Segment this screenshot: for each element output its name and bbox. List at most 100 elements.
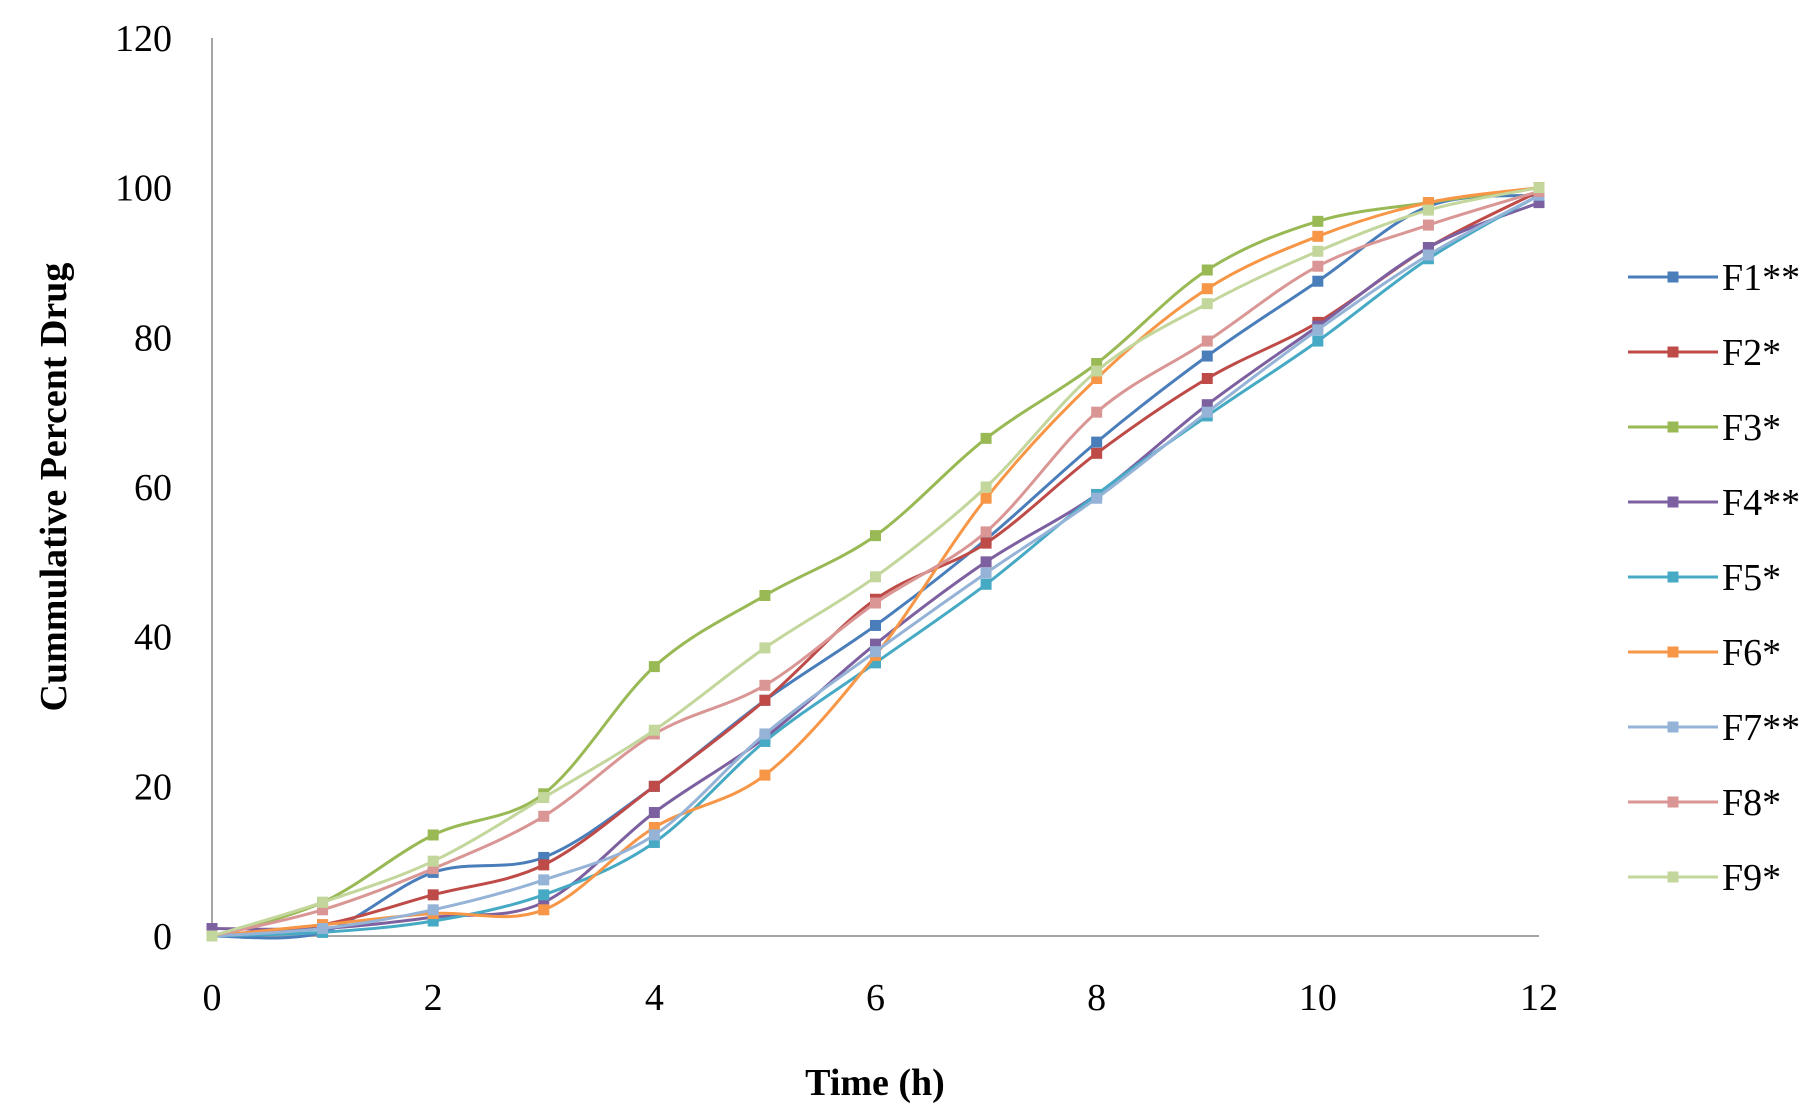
x-tick-label: 6 (866, 977, 885, 1019)
y-tick-label: 0 (153, 916, 172, 958)
series-f9 (206, 182, 1545, 942)
data-point (1201, 283, 1213, 295)
data-point (427, 829, 439, 841)
series-f3 (206, 182, 1545, 942)
series-f6 (206, 182, 1545, 942)
series-f4 (206, 197, 1545, 935)
data-point (870, 530, 881, 542)
data-point (538, 851, 550, 863)
y-tick-labels: 0 20 40 60 80 100 120 (115, 18, 172, 958)
data-point (538, 792, 550, 804)
legend-item: F5* (1628, 557, 1781, 599)
axes (211, 38, 1539, 937)
data-point (870, 646, 881, 658)
data-point (980, 567, 992, 579)
data-point (759, 679, 771, 691)
series-line (210, 193, 1541, 938)
legend: F1** F2* F3* F4** F5* F6* F7** F8* F9* (1628, 257, 1800, 899)
data-point (1533, 197, 1545, 209)
y-tick-label: 120 (115, 18, 172, 60)
y-tick-label: 80 (134, 317, 172, 359)
data-point (980, 537, 992, 549)
legend-label: F2* (1722, 332, 1781, 374)
data-point (1201, 399, 1213, 411)
x-tick-label: 4 (645, 977, 664, 1019)
data-point (648, 724, 660, 736)
legend-label: F4** (1722, 482, 1800, 524)
series-line (210, 193, 1541, 938)
data-point (980, 526, 992, 538)
data-point (538, 874, 550, 886)
data-point (317, 923, 329, 935)
legend-item: F8* (1628, 782, 1781, 824)
data-point (1201, 264, 1213, 276)
data-point (427, 904, 439, 916)
data-point (1422, 242, 1434, 254)
data-point (1312, 260, 1324, 272)
x-tick-label: 0 (203, 977, 222, 1019)
legend-swatch-marker (1667, 571, 1679, 583)
data-point (870, 597, 881, 609)
data-point (1422, 204, 1434, 216)
data-point (317, 896, 329, 908)
data-point (1201, 372, 1213, 384)
legend-label: F7** (1722, 707, 1800, 749)
data-point (1422, 197, 1434, 209)
data-point (1201, 406, 1213, 418)
data-point (1422, 249, 1434, 261)
legend-swatch-marker (1667, 871, 1679, 883)
data-point (538, 889, 550, 901)
data-point (980, 481, 992, 493)
legend-swatch-marker (1667, 496, 1679, 508)
data-point (538, 904, 550, 916)
series-line (210, 186, 1541, 938)
data-point (759, 642, 771, 654)
data-point (980, 578, 992, 590)
data-point (759, 769, 771, 781)
data-point (1201, 350, 1213, 362)
legend-label: F6* (1722, 632, 1781, 674)
data-point (206, 923, 218, 935)
data-point (1201, 298, 1213, 310)
series-line (210, 186, 1541, 938)
data-point (1312, 275, 1324, 287)
data-point (427, 889, 439, 901)
legend-swatch-marker (1667, 646, 1679, 658)
data-point (759, 694, 771, 706)
legend-swatch-marker (1667, 796, 1679, 808)
x-tick-label: 2 (424, 977, 443, 1019)
data-point (1312, 215, 1324, 227)
data-point (980, 492, 992, 504)
series-f5 (206, 189, 1545, 942)
data-point (317, 904, 329, 916)
legend-item: F9* (1628, 857, 1781, 899)
legend-swatch-marker (1667, 721, 1679, 733)
y-tick-label: 60 (134, 467, 172, 509)
data-point (1533, 182, 1545, 194)
series-f1 (206, 189, 1545, 942)
data-point (870, 657, 881, 669)
data-point (1312, 335, 1324, 347)
data-point (870, 638, 881, 650)
legend-item: F6* (1628, 632, 1781, 674)
data-point (1201, 335, 1213, 347)
legend-label: F9* (1722, 857, 1781, 899)
legend-label: F1** (1722, 257, 1800, 299)
series-group (206, 182, 1545, 942)
series-line (210, 186, 1541, 938)
data-point (1091, 372, 1103, 384)
y-tick-label: 20 (134, 766, 172, 808)
data-point (1091, 436, 1103, 448)
y-axis-title: Cummulative Percent Drug (33, 263, 75, 712)
legend-label: F3* (1722, 407, 1781, 449)
data-point (870, 619, 881, 631)
x-tick-label: 8 (1087, 977, 1106, 1019)
data-point (759, 728, 771, 740)
data-point (648, 821, 660, 833)
data-point (1312, 245, 1324, 257)
legend-item: F2* (1628, 332, 1781, 374)
legend-item: F7** (1628, 707, 1800, 749)
legend-item: F4** (1628, 482, 1800, 524)
y-tick-label: 40 (134, 617, 172, 659)
data-point (1091, 406, 1103, 418)
